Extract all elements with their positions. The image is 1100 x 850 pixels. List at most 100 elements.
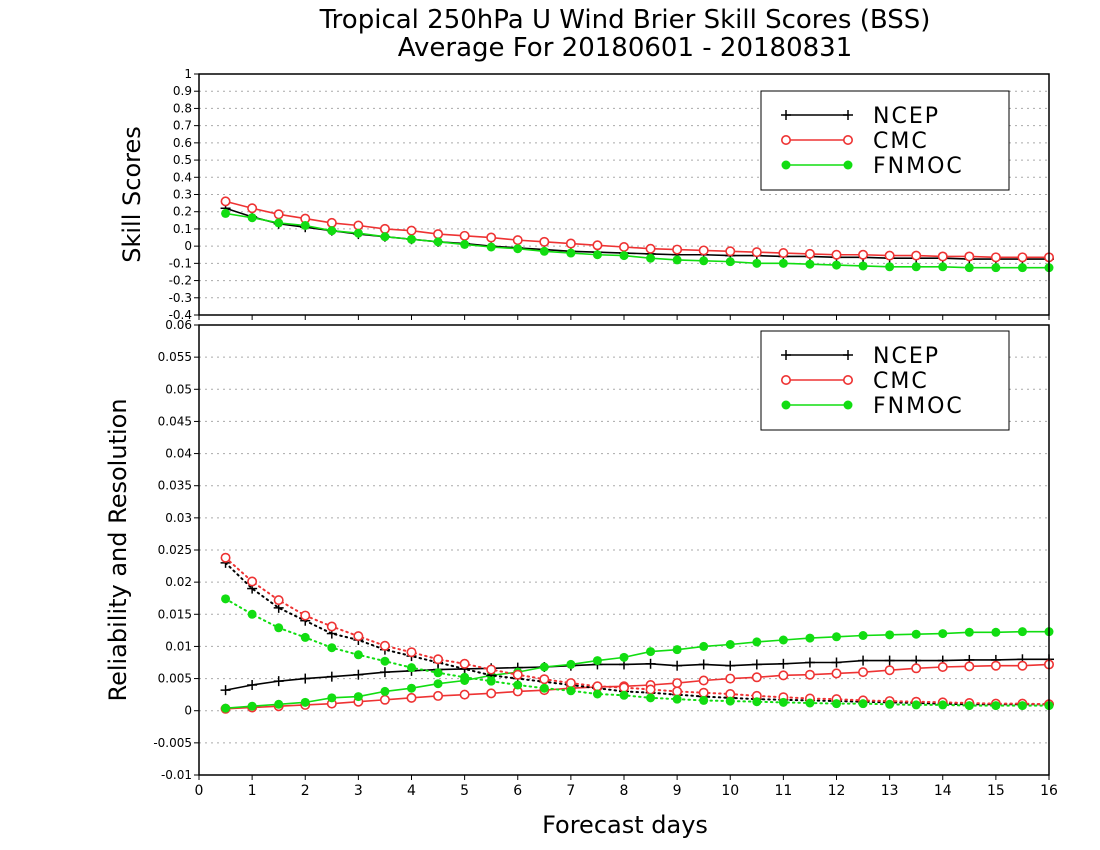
panel-bottom-ytick-label: 0.02 bbox=[165, 575, 192, 589]
panel-top-ytick-label: 0.9 bbox=[173, 84, 192, 98]
panel-bottom-series-cmc-reliability-point bbox=[539, 674, 550, 685]
panel-bottom-series-cmc-reliability bbox=[220, 552, 1055, 710]
panel-bottom-ytick-label: 0.04 bbox=[165, 447, 192, 461]
panel-bottom-series-fnmoc-reliability-point bbox=[592, 689, 602, 699]
panel-bottom-ytick-label: 0.005 bbox=[158, 672, 192, 686]
panel-bottom-xtick-label: 9 bbox=[673, 783, 682, 799]
panel-bottom-series-cmc-resolution-point bbox=[778, 670, 789, 681]
panel-top-series-cmc-point bbox=[618, 242, 629, 253]
panel-bottom-series-cmc-reliability-point bbox=[300, 610, 311, 621]
panel-bottom: -0.01 -0.005 0 0.005 0.01 0.015 0.02 0.025 0.03 0… bbox=[104, 318, 1058, 799]
panel-bottom-series-fnmoc-reliability-point bbox=[619, 690, 629, 700]
panel-bottom-xtick-label: 10 bbox=[721, 783, 739, 799]
panel-top-series-cmc-point bbox=[565, 238, 576, 249]
panel-bottom-xtick-label: 14 bbox=[934, 783, 952, 799]
panel-bottom-xtick-label: 11 bbox=[774, 783, 792, 799]
panel-bottom-xtick-label: 2 bbox=[301, 783, 310, 799]
panel-top-series-fnmoc-point bbox=[566, 248, 576, 258]
panel-top-series-cmc-point bbox=[247, 203, 258, 214]
panel-top-ytick-label: 0 bbox=[184, 239, 192, 253]
panel-top-series-cmc-point bbox=[990, 252, 1001, 263]
panel-top-series-cmc-point bbox=[645, 243, 656, 254]
panel-top-series-fnmoc-point bbox=[805, 259, 815, 269]
panel-bottom-series-fnmoc-resolution-point bbox=[991, 627, 1001, 637]
panel-bottom-legend-marker-fnmoc bbox=[843, 400, 853, 410]
panel-bottom-series-fnmoc-reliability-point bbox=[672, 694, 682, 704]
panel-bottom-frame bbox=[198, 324, 1050, 776]
panel-bottom-series-ncep-resolution-point bbox=[273, 676, 284, 687]
panel-bottom-series-ncep-resolution-point bbox=[858, 655, 869, 666]
panel-bottom-xtick-label: 13 bbox=[881, 783, 899, 799]
panel-bottom-series-fnmoc-resolution-point bbox=[539, 662, 549, 672]
panel-top-series-fnmoc-point bbox=[221, 208, 231, 218]
panel-bottom-series-fnmoc-resolution bbox=[221, 627, 1054, 713]
panel-top-series-fnmoc-point bbox=[699, 256, 709, 266]
panel-top-series-fnmoc-point bbox=[646, 253, 656, 263]
panel-top-ytick-label: 0.4 bbox=[173, 170, 192, 184]
panel-bottom-y-axis-title: Reliability and Resolution bbox=[104, 398, 132, 701]
panel-bottom-series-fnmoc-reliability-point bbox=[858, 699, 868, 709]
panel-top-series-cmc-point bbox=[911, 250, 922, 261]
panel-top-ytick-label: -0.3 bbox=[169, 291, 192, 305]
panel-bottom-series-cmc-resolution-point bbox=[964, 661, 975, 672]
panel-top-series-cmc-point bbox=[804, 248, 815, 259]
panel-bottom-series-cmc-reliability-point bbox=[326, 621, 337, 632]
panel-top-series-fnmoc-point bbox=[539, 246, 549, 256]
panel-top-series-fnmoc-point bbox=[725, 257, 735, 267]
panel-top-series-cmc-point bbox=[725, 246, 736, 257]
panel-bottom-series-fnmoc-reliability-point bbox=[964, 701, 974, 711]
panel-bottom-series-ncep-resolution-point bbox=[884, 655, 895, 666]
panel-top-ytick-label: -0.2 bbox=[169, 274, 192, 288]
panel-top-series-cmc-point bbox=[353, 220, 364, 231]
panel-bottom-series-ncep-resolution-point bbox=[672, 660, 683, 671]
panel-bottom-series-fnmoc-resolution-point bbox=[911, 629, 921, 639]
panel-bottom-legend-label-ncep: NCEP bbox=[873, 344, 940, 369]
panel-bottom-series-fnmoc-resolution-point bbox=[938, 629, 948, 639]
panel-bottom-series-fnmoc-reliability-point bbox=[885, 699, 895, 709]
panels-group: -0.4 -0.3 -0.2 -0.1 0 0.1 0.2 0.3 0.4 0.5 0.6 0.7 0.… bbox=[104, 67, 1058, 799]
panel-bottom-series-fnmoc-resolution-point bbox=[752, 637, 762, 647]
panel-top-series-fnmoc-point bbox=[1017, 263, 1027, 273]
panel-bottom-series-fnmoc-reliability-point bbox=[699, 695, 709, 705]
panel-top-series-cmc-point bbox=[698, 245, 709, 256]
panel-bottom-ytick-label: 0.05 bbox=[165, 382, 192, 396]
panel-bottom-series-cmc-reliability-point bbox=[433, 654, 444, 665]
chart-title-line1: Tropical 250hPa U Wind Brier Skill Score… bbox=[319, 5, 931, 35]
panel-bottom-series-fnmoc-reliability-point bbox=[327, 643, 337, 653]
panel-bottom-series-ncep-resolution-point bbox=[751, 659, 762, 670]
panel-bottom-series-fnmoc-resolution-point bbox=[964, 627, 974, 637]
panel-top-legend-marker-cmc bbox=[780, 135, 791, 146]
panel-bottom-legend-marker-fnmoc bbox=[781, 400, 791, 410]
panel-bottom-series-ncep-resolution-point bbox=[698, 659, 709, 670]
panel-top-legend-marker-fnmoc bbox=[781, 160, 791, 170]
panel-top-y-axis-title: Skill Scores bbox=[118, 126, 146, 263]
panel-bottom-series-cmc-resolution bbox=[220, 659, 1055, 714]
panel-bottom-series-cmc-reliability-point bbox=[698, 687, 709, 698]
panel-top-series-fnmoc-point bbox=[938, 262, 948, 272]
panel-top-series-cmc-point bbox=[858, 249, 869, 260]
panel-bottom-series-fnmoc-resolution-point bbox=[832, 632, 841, 642]
panel-bottom-series-ncep-resolution-point bbox=[831, 657, 842, 668]
panel-top-series-cmc-point bbox=[778, 248, 789, 259]
panel-bottom-series-fnmoc-resolution-point bbox=[885, 630, 895, 640]
panel-top-series-fnmoc-point bbox=[991, 263, 1001, 273]
panel-top-ytick-label: 0.8 bbox=[173, 101, 192, 115]
panel-top-frame bbox=[198, 73, 1050, 316]
panel-bottom-series-fnmoc-resolution-point bbox=[858, 631, 868, 640]
panel-top-series-fnmoc-line bbox=[225, 212, 1049, 269]
panel-bottom-series-fnmoc-resolution-point bbox=[1017, 627, 1027, 637]
panel-bottom-legend-marker-ncep bbox=[781, 350, 791, 360]
panel-bottom-xtick-label: 12 bbox=[828, 783, 846, 799]
panel-top-series-cmc-point bbox=[884, 250, 895, 261]
panel-bottom-ytick-label: 0.035 bbox=[158, 479, 192, 493]
panel-top-ytick-label: 0.1 bbox=[173, 222, 192, 236]
panel-bottom-series-cmc-resolution-line bbox=[225, 663, 1050, 710]
panel-top-series-fnmoc-point bbox=[380, 232, 390, 242]
panel-bottom-series-fnmoc-reliability-point bbox=[486, 676, 496, 686]
panel-bottom-series-fnmoc-resolution-point bbox=[699, 641, 709, 651]
panel-top-series-fnmoc-point bbox=[672, 255, 682, 265]
panel-bottom-series-ncep-resolution-point bbox=[778, 658, 789, 669]
panel-bottom-ytick-label: 0.03 bbox=[165, 511, 192, 525]
panel-top-legend-marker-ncep bbox=[843, 110, 853, 120]
